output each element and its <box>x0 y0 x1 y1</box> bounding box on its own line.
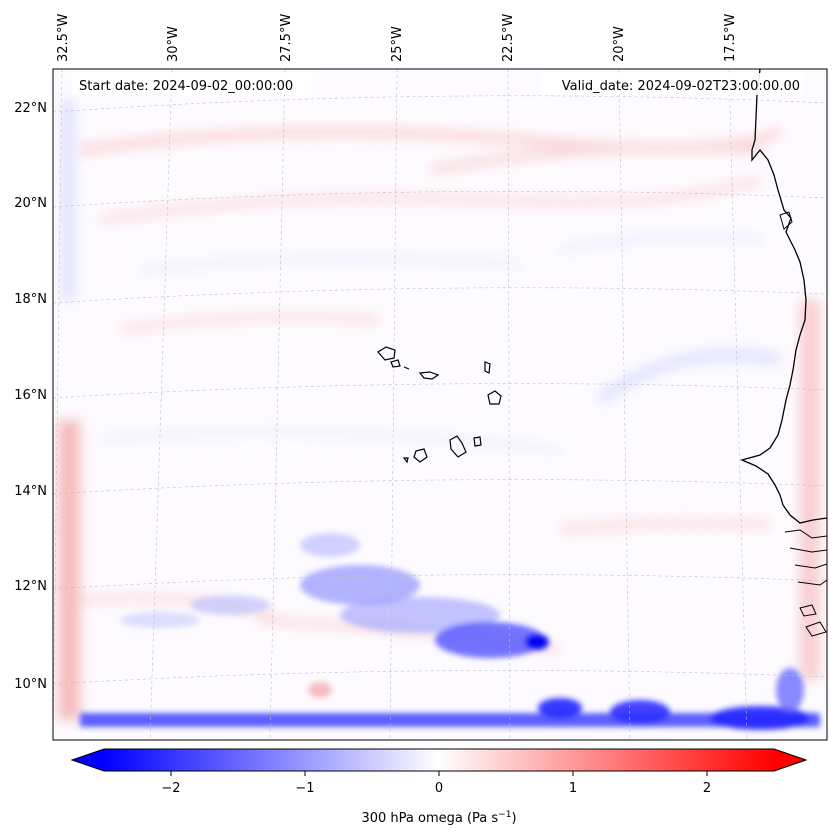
omega-field <box>53 69 827 740</box>
colorbar-outline <box>70 748 808 772</box>
lon-label: 20°W <box>612 26 627 62</box>
lon-label: 27.5°W <box>279 14 294 62</box>
colorbar-tick: 1 <box>569 781 577 796</box>
lat-label: 10°N <box>14 677 47 692</box>
colorbar: −2 −1 0 1 2 300 hPa omega (Pa s−1) <box>70 748 808 826</box>
valid-date-label: Valid_date: 2024-09-02T23:00:00.00 <box>562 79 800 94</box>
colorbar-tick: 2 <box>703 781 711 796</box>
colorbar-body <box>104 749 774 771</box>
latitude-labels: 22°N 20°N 18°N 16°N 14°N 12°N 10°N <box>14 101 47 692</box>
gridlines <box>53 69 827 740</box>
coastline-africa <box>740 69 827 524</box>
colorbar-tick: 0 <box>435 781 443 796</box>
colorbar-max-extension <box>774 749 806 771</box>
lon-label: 25°W <box>390 26 405 62</box>
lon-label: 30°W <box>166 26 181 62</box>
lon-label: 32.5°W <box>56 14 71 62</box>
lat-label: 18°N <box>14 292 47 307</box>
lat-label: 14°N <box>14 484 47 499</box>
lat-label: 12°N <box>14 579 47 594</box>
lat-label: 22°N <box>14 101 47 116</box>
colorbar-tick: −2 <box>161 781 180 796</box>
lon-label: 22.5°W <box>501 14 516 62</box>
lat-label: 16°N <box>14 388 47 403</box>
colorbar-label: 300 hPa omega (Pa s−1) <box>361 810 516 826</box>
cape-verde-islands <box>377 346 502 464</box>
longitude-labels: 32.5°W 30°W 27.5°W 25°W 22.5°W 20°W 17.5… <box>56 14 738 62</box>
colorbar-tick: −1 <box>295 781 314 796</box>
colorbar-min-extension <box>72 749 104 771</box>
lat-label: 20°N <box>14 196 47 211</box>
start-date-label: Start date: 2024-09-02_00:00:00 <box>79 79 293 94</box>
map-frame <box>52 68 828 741</box>
lon-label: 17.5°W <box>723 14 738 62</box>
